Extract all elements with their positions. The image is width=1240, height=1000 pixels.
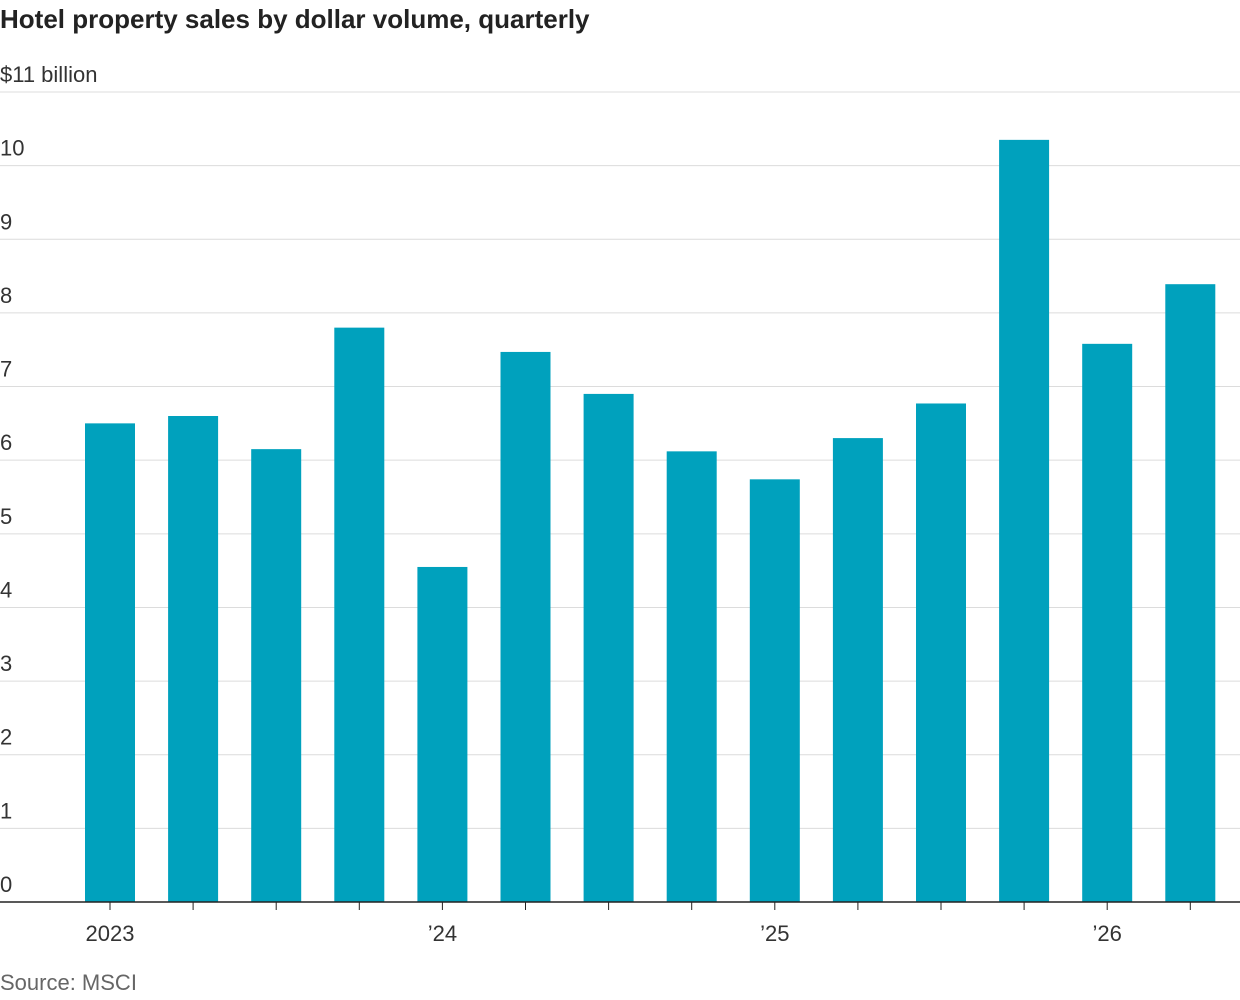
bar [334,327,385,902]
x-tick-label: 2023 [86,921,135,946]
bar [251,449,302,902]
bar [168,416,219,902]
x-tick-label: ’26 [1093,921,1122,946]
y-tick-label: 5 [0,504,12,529]
y-tick-label: 0 [0,872,12,897]
y-tick-label: 4 [0,577,12,602]
y-tick-label: 3 [0,651,12,676]
y-tick-label: 1 [0,798,12,823]
bar [832,438,883,902]
y-tick-label: 6 [0,430,12,455]
y-tick-label: 9 [0,209,12,234]
bar [749,479,800,902]
source-note: Source: MSCI [0,970,137,995]
bar [1165,284,1216,902]
y-tick-label: 10 [0,136,24,161]
x-tick-label: ’24 [428,921,457,946]
bar [666,451,717,902]
bars [85,139,1216,902]
bar [500,351,551,902]
y-tick-label: 2 [0,725,12,750]
chart-title: Hotel property sales by dollar volume, q… [0,4,590,34]
bar [417,566,468,902]
y-tick-label: 8 [0,283,12,308]
bar [1082,343,1133,902]
bar [916,403,966,902]
y-tick-label: $11 billion [0,62,97,87]
bar [999,139,1050,902]
bar [85,423,135,902]
bar [583,393,634,902]
x-tick-label: ’25 [760,921,789,946]
y-tick-label: 7 [0,357,12,382]
